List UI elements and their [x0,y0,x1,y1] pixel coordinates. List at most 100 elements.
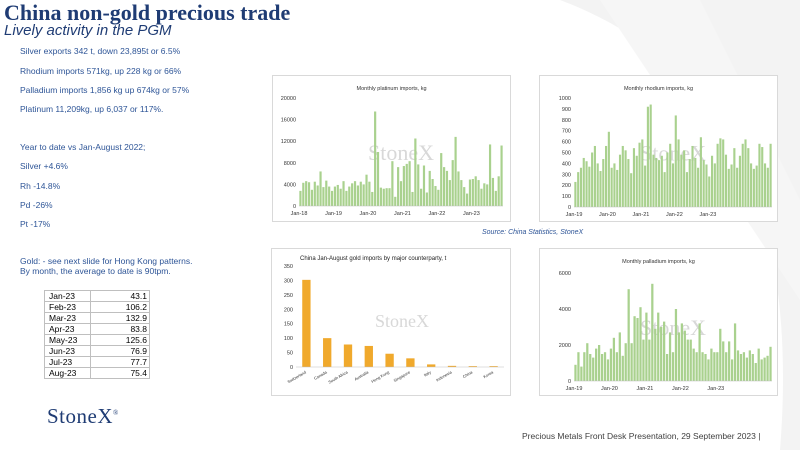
chart-bar [310,189,314,206]
x-tick-label: Jan-22 [429,211,446,217]
x-category-label: Australia [353,369,370,381]
chart-bar [313,181,316,206]
chart-bar [577,352,580,381]
chart-bar [725,352,728,381]
chart-bar [333,186,337,206]
bullet-rhodium: Rhodium imports 571kg, up 228 kg or 66% [20,66,182,76]
chart-bar [422,165,426,206]
chart-bar [443,167,446,206]
chart-bar [451,160,454,206]
chart-bar [454,136,457,206]
chart-bar [483,183,486,206]
chart-bar [616,169,619,207]
y-tick-label: 4000 [559,307,571,313]
table-cell-month: Jun-23 [44,345,91,357]
chart-bar [677,332,681,381]
y-tick-label: 150 [284,322,293,328]
chart-bar [708,176,711,207]
chart-bar [683,330,686,381]
chart-title: Monthly platinum imports, kg [357,86,427,92]
table-cell-value: 132.9 [90,312,150,324]
chart-bar [750,163,753,207]
table-row: May-23 125.6 [44,334,150,346]
chart-bar [704,354,707,381]
table-cell-month: Jul-23 [44,356,91,368]
chart-bar [353,181,357,206]
x-category-label: Singapore [393,369,412,383]
chart-bar [751,354,754,381]
chart-bar [728,341,731,381]
chart-bar [638,142,641,207]
chart-bar [448,180,451,206]
chart-bar [592,357,595,381]
chart-bar [600,354,604,381]
chart-bar [766,167,769,207]
chart-bar [657,312,660,381]
chart-bar [302,182,305,206]
chart-bar [385,353,394,367]
chart-bar [414,138,417,206]
ytd-silver: Silver +4.6% [20,161,68,171]
chart-bar [663,321,666,381]
chart-bar [668,332,672,381]
x-tick-label: Jan-21 [394,211,411,217]
slide-subtitle: Lively activity in the PGM [4,22,172,39]
chart-bar [633,316,636,381]
chart-bar [648,339,651,381]
chart-bar [665,354,669,381]
table-cell-value: 76.9 [90,345,150,357]
x-category-label: Hong Kong [370,370,390,384]
chart-bar [610,167,613,207]
chart-bar [669,143,672,207]
chart-bar [605,145,608,207]
chart-bar [447,365,457,367]
chart-bar [488,144,492,206]
chart-bar [468,366,477,367]
table-row: Aug-23 75.4 [44,367,150,379]
chart-bar [336,184,339,206]
chart-bar [302,279,311,367]
chart-bar [486,184,489,206]
chart-bar [671,352,675,381]
chart-bar [437,189,440,206]
y-tick-label: 2000 [559,343,571,349]
chart-bar [445,170,449,206]
table-row: Jan-23 43.1 [44,290,150,302]
chart-bar [674,309,678,381]
chart-bar [641,139,644,207]
chart-bar [744,139,747,207]
chart-bar [683,150,686,207]
chart-bar [745,357,749,381]
table-cell-month: Jan-23 [44,290,91,302]
chart-bar [596,163,599,207]
chart-bar [763,163,767,207]
chart-bar [434,186,437,206]
chart-bar [599,171,602,207]
chart-bar [589,354,592,381]
chart-bar [739,354,743,381]
chart-bar [730,164,733,207]
x-category-label: China [462,369,474,379]
y-tick-label: 4000 [284,182,296,188]
chart-bar [748,350,751,381]
chart-bar [761,147,764,207]
y-tick-label: 12000 [281,139,296,145]
chart-bar [660,327,663,381]
chart-bar [427,364,436,367]
chart-bar [408,161,411,206]
table-row: Jun-23 76.9 [44,345,150,357]
chart-bar [613,163,616,207]
chart-bar [645,312,648,381]
x-category-label: South Africa [327,369,349,385]
chart-bar [305,181,308,206]
gold-counterparty-chart: China Jan-August gold imports by major c… [284,256,504,385]
chart-bar [362,184,365,206]
y-tick-label: 100 [284,336,293,342]
chart-bar [489,366,498,367]
y-tick-label: 8000 [284,161,296,167]
table-cell-value: 83.8 [90,323,150,335]
table-cell-value: 43.1 [90,290,150,302]
chart-bar [299,190,302,206]
chart-bar [323,338,332,367]
chart-bar [644,165,647,207]
